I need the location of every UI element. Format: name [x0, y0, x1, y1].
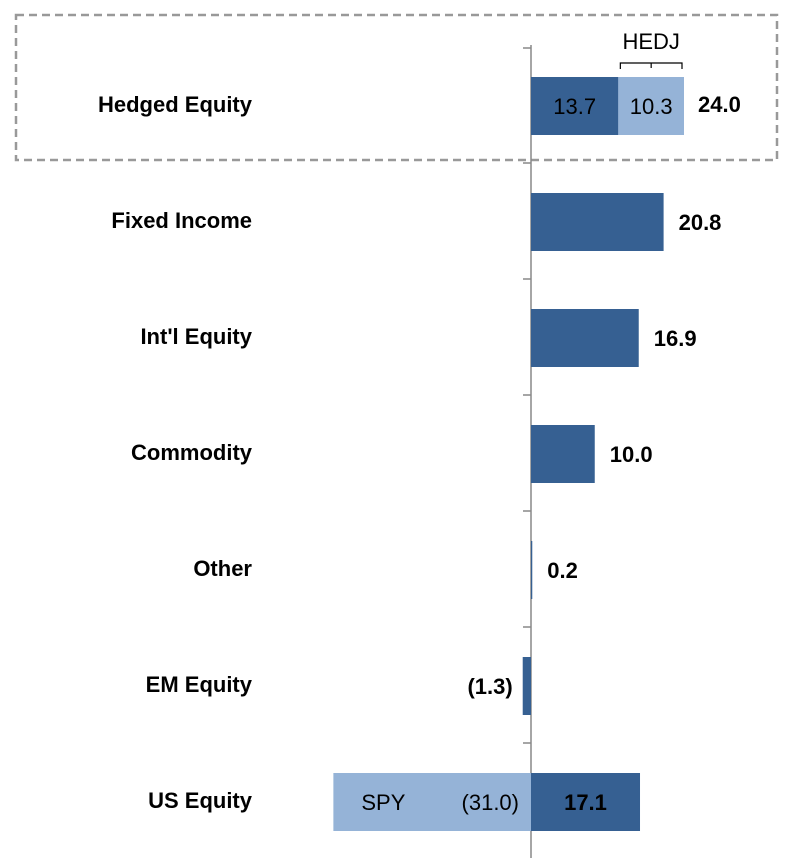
- bar: [531, 541, 533, 599]
- value-label: 10.0: [610, 442, 653, 467]
- bar: [522, 657, 531, 715]
- total-label: 24.0: [698, 92, 741, 117]
- bar: [618, 77, 684, 135]
- bar-tag: HEDJ: [622, 29, 679, 54]
- bar: [531, 193, 664, 251]
- category-label: US Equity: [148, 788, 253, 813]
- category-label: Commodity: [131, 440, 253, 465]
- category-label: Other: [193, 556, 252, 581]
- category-label: Hedged Equity: [98, 92, 253, 117]
- bar: [333, 773, 531, 831]
- category-label: Int'l Equity: [140, 324, 252, 349]
- value-label: 20.8: [679, 210, 722, 235]
- bar: [531, 773, 641, 831]
- category-label: EM Equity: [146, 672, 253, 697]
- bar: [531, 309, 639, 367]
- category-label: Fixed Income: [111, 208, 252, 233]
- value-label: 0.2: [547, 558, 578, 583]
- value-label: (31.0): [462, 790, 519, 815]
- bracket: [619, 62, 683, 69]
- value-label: 16.9: [654, 326, 697, 351]
- bar: [531, 425, 595, 483]
- bar-tag: SPY: [361, 790, 405, 815]
- value-label: 10.3: [630, 94, 673, 119]
- value-label: 17.1: [564, 790, 607, 815]
- value-label: (1.3): [467, 674, 512, 699]
- value-label: 13.7: [553, 94, 596, 119]
- highlight-box: [14, 13, 779, 162]
- bar: [531, 77, 619, 135]
